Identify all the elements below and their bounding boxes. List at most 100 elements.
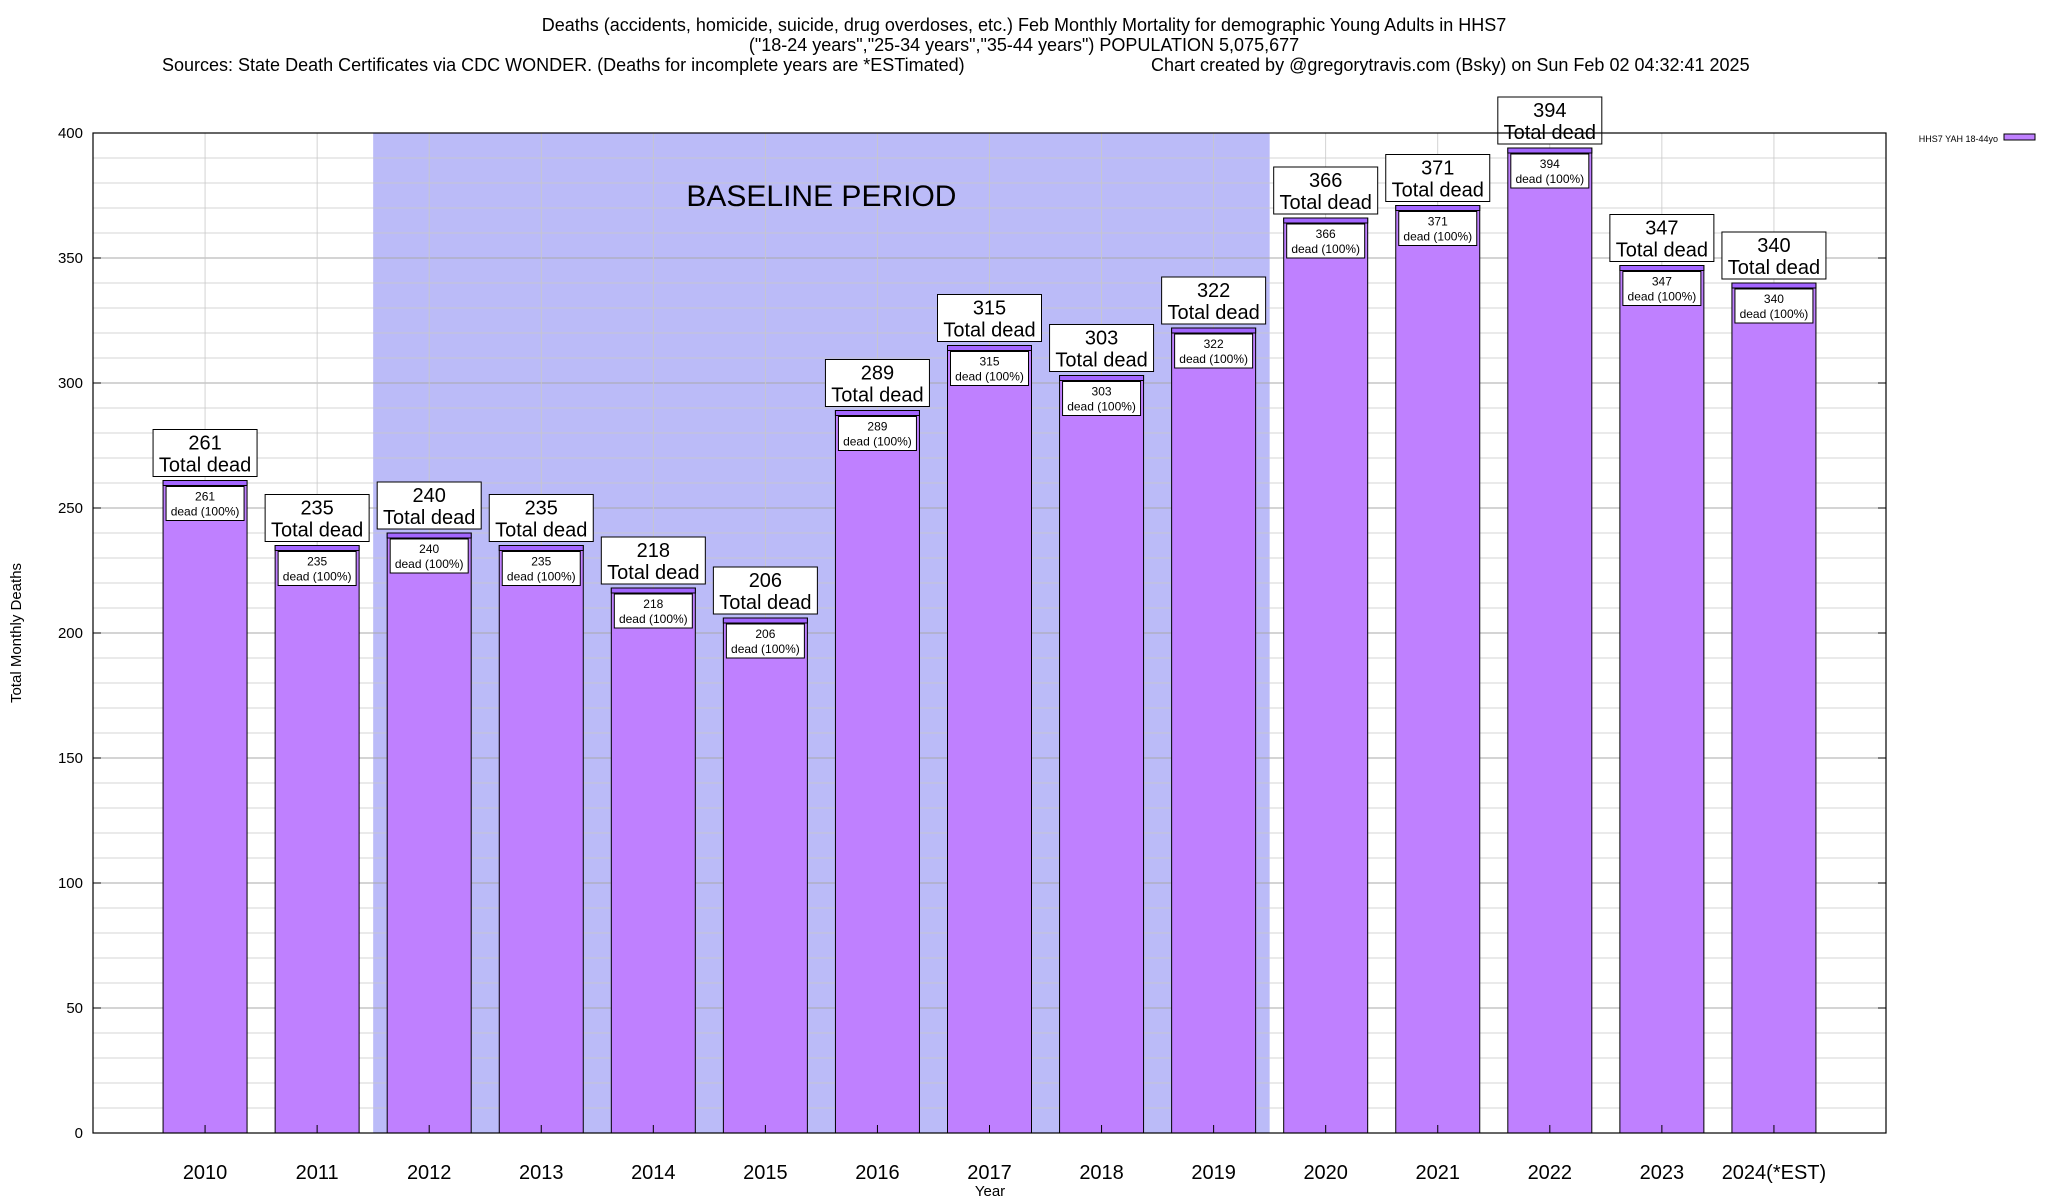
inner-value-label: 347 bbox=[1652, 275, 1672, 289]
y-tick-label: 350 bbox=[58, 250, 83, 267]
inner-label-box bbox=[389, 538, 469, 574]
bar-top-band bbox=[1395, 205, 1481, 211]
total-label-box bbox=[712, 566, 818, 615]
inner-label-box bbox=[725, 623, 805, 659]
bar bbox=[274, 545, 360, 1134]
bar-top-band bbox=[610, 587, 696, 594]
inner-value-label: 235 bbox=[307, 555, 327, 569]
total-value-label: 235 bbox=[300, 498, 333, 520]
total-dead-label: Total dead bbox=[607, 562, 699, 584]
total-label-box bbox=[1609, 214, 1715, 262]
inner-label-box bbox=[1622, 271, 1702, 306]
inner-label-box bbox=[165, 486, 245, 521]
y-tick-label: 200 bbox=[58, 625, 83, 642]
inner-value-label: 206 bbox=[755, 627, 775, 641]
bar-top-band bbox=[162, 480, 248, 486]
legend-swatch bbox=[2003, 133, 2036, 141]
bar-top-band bbox=[386, 532, 472, 539]
inner-label-box bbox=[837, 416, 917, 451]
bar-top-band bbox=[1171, 327, 1257, 334]
inner-value-label: 303 bbox=[1092, 385, 1112, 399]
bar bbox=[1507, 147, 1593, 1134]
total-value-label: 218 bbox=[637, 540, 670, 562]
bar bbox=[610, 587, 696, 1134]
bar-top-band bbox=[722, 617, 808, 624]
total-label-box bbox=[376, 481, 482, 530]
inner-label-box bbox=[1286, 223, 1366, 259]
total-value-label: 366 bbox=[1309, 170, 1342, 192]
bar-top-band bbox=[498, 545, 584, 551]
y-tick-label: 250 bbox=[58, 500, 83, 517]
inner-label-box bbox=[1398, 211, 1478, 246]
x-tick-label: 2014 bbox=[631, 1162, 676, 1184]
total-label-box bbox=[1385, 154, 1491, 202]
inner-value-label: 366 bbox=[1316, 227, 1336, 241]
x-tick-label: 2015 bbox=[743, 1162, 788, 1184]
bar bbox=[1171, 327, 1257, 1134]
inner-value-label: 394 bbox=[1540, 157, 1560, 171]
inner-label-box bbox=[1174, 333, 1254, 369]
x-tick-label: 2022 bbox=[1528, 1162, 1573, 1184]
inner-value-label: 289 bbox=[867, 420, 887, 434]
y-tick-label: 0 bbox=[75, 1125, 83, 1142]
plot-border bbox=[92, 132, 1887, 1134]
bar bbox=[1395, 205, 1481, 1134]
inner-value-label: 218 bbox=[643, 597, 663, 611]
inner-percent-label: dead (100%) bbox=[395, 557, 464, 571]
x-tick-label: 2018 bbox=[1079, 1162, 1124, 1184]
bar bbox=[498, 545, 584, 1134]
inner-percent-label: dead (100%) bbox=[731, 642, 800, 656]
x-tick-label: 2023 bbox=[1640, 1162, 1685, 1184]
inner-percent-label: dead (100%) bbox=[1403, 230, 1472, 244]
x-tick-label: 2010 bbox=[183, 1162, 228, 1184]
bar-top-band bbox=[947, 345, 1032, 351]
x-tick-label: 2016 bbox=[855, 1162, 900, 1184]
legend-label: HHS7 YAH 18-44yo bbox=[1919, 134, 1998, 144]
total-value-label: 347 bbox=[1645, 218, 1678, 240]
total-dead-label: Total dead bbox=[1167, 302, 1259, 324]
total-value-label: 235 bbox=[525, 498, 558, 520]
total-value-label: 340 bbox=[1757, 235, 1790, 257]
total-dead-label: Total dead bbox=[1392, 180, 1484, 202]
inner-value-label: 340 bbox=[1764, 292, 1784, 306]
total-value-label: 394 bbox=[1533, 100, 1566, 122]
bar-top-band bbox=[1283, 217, 1369, 224]
total-label-box bbox=[1161, 276, 1267, 325]
total-dead-label: Total dead bbox=[831, 385, 923, 407]
inner-label-box bbox=[1734, 288, 1814, 324]
inner-percent-label: dead (100%) bbox=[955, 370, 1024, 384]
x-axis-label: Year bbox=[975, 1183, 1005, 1200]
total-label-box bbox=[1273, 166, 1379, 215]
x-tick-label: 2011 bbox=[296, 1162, 339, 1184]
total-value-label: 206 bbox=[749, 570, 782, 592]
total-label-box bbox=[152, 429, 258, 477]
inner-label-box bbox=[277, 551, 357, 586]
baseline-period-label: BASELINE PERIOD bbox=[686, 180, 956, 213]
y-tick-label: 300 bbox=[58, 375, 83, 392]
total-label-box bbox=[1497, 96, 1603, 145]
inner-percent-label: dead (100%) bbox=[507, 570, 576, 584]
inner-label-box bbox=[501, 551, 581, 586]
total-dead-label: Total dead bbox=[719, 592, 811, 614]
total-value-label: 240 bbox=[413, 485, 446, 507]
y-tick-label: 100 bbox=[58, 875, 83, 892]
total-label-box bbox=[824, 359, 930, 407]
bar-top-band bbox=[1059, 375, 1145, 381]
total-value-label: 303 bbox=[1085, 328, 1118, 350]
x-tick-label: 2021 bbox=[1416, 1162, 1461, 1184]
inner-percent-label: dead (100%) bbox=[1291, 242, 1360, 256]
inner-value-label: 322 bbox=[1204, 337, 1224, 351]
total-dead-label: Total dead bbox=[943, 320, 1035, 342]
bar bbox=[947, 345, 1032, 1134]
total-dead-label: Total dead bbox=[1280, 192, 1372, 214]
inner-label-box bbox=[1062, 381, 1142, 416]
total-value-label: 371 bbox=[1421, 158, 1454, 180]
x-tick-label: 2012 bbox=[407, 1162, 452, 1184]
bar bbox=[1731, 282, 1817, 1134]
total-value-label: 322 bbox=[1197, 280, 1230, 302]
total-dead-label: Total dead bbox=[495, 520, 587, 542]
x-tick-label: 2017 bbox=[967, 1162, 1012, 1184]
inner-percent-label: dead (100%) bbox=[843, 435, 912, 449]
chart-subtitle: ("18-24 years","25-34 years","35-44 year… bbox=[748, 35, 1300, 55]
